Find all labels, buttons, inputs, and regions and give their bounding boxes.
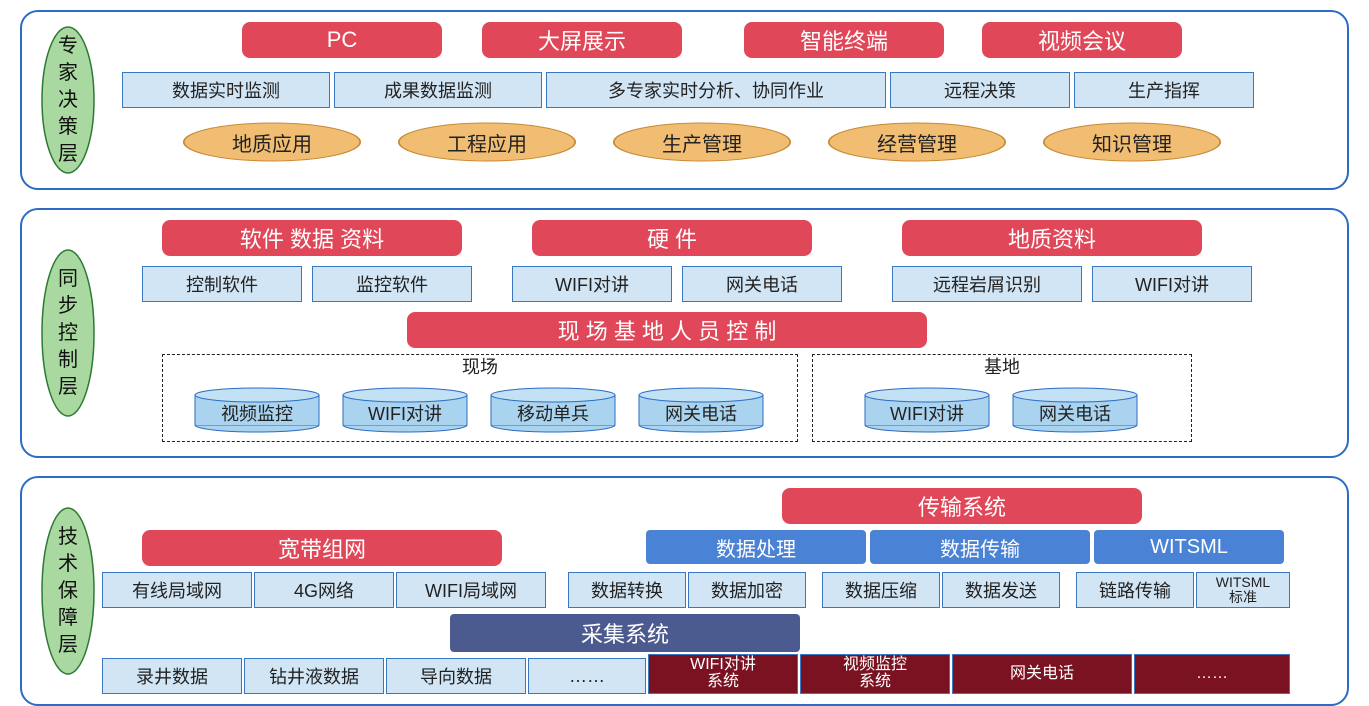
ellipse-knowledge: 知识管理 [1042,122,1222,162]
bcell-data-send: 数据发送 [942,572,1060,608]
bcell-cuttings-remote: 远程岩屑识别 [892,266,1082,302]
layer-expert: 专家决策层 PC 大屏展示 智能终端 视频会议 数据实时监测 成果数据监测 多专… [20,10,1349,190]
cyl-base-gateway: 网关电话 [1011,387,1139,433]
pill-trans-system: 传输系统 [782,488,1142,524]
navybar-collect: 采集系统 [450,614,800,652]
mcell-data-trans: 数据传输 [870,530,1090,564]
bcell-data-encrypt: 数据加密 [688,572,806,608]
bcell-wifi-intercom: WIFI对讲 [512,266,672,302]
bcell-etc1: …… [528,658,646,694]
pill-hardware-group: 硬 件 [532,220,812,256]
layer-tech-label: 技术保障层 [40,506,96,676]
bcell-result-monitor: 成果数据监测 [334,72,542,108]
pill-geo-data-group: 地质资料 [902,220,1202,256]
cyl-gateway-phone: 网关电话 [637,387,765,433]
layer-tech: 技术保障层 传输系统 宽带组网 数据处理 数据传输 WITSML 有线局域网 4… [20,476,1349,706]
bcell-remote-decision: 远程决策 [890,72,1070,108]
bcell-data-convert: 数据转换 [568,572,686,608]
layer-sync: 同步控制层 软件 数据 资料 硬 件 地质资料 控制软件 监控软件 WIFI对讲… [20,208,1349,458]
pill-pc: PC [242,22,442,58]
cyl-wifi-intercom: WIFI对讲 [341,387,469,433]
dcell-wifi-sys: WIFI对讲系统 [648,654,798,694]
bcell-data-compress: 数据压缩 [822,572,940,608]
bcell-4g: 4G网络 [254,572,394,608]
bcell-realtime-monitor: 数据实时监测 [122,72,330,108]
bcell-wired-lan: 有线局域网 [102,572,252,608]
bcell-link-transfer: 链路传输 [1076,572,1194,608]
pill-onsite-control: 现 场 基 地 人 员 控 制 [407,312,927,348]
bcell-gateway-phone: 网关电话 [682,266,842,302]
layer-sync-label: 同步控制层 [40,248,96,418]
cyl-video-monitor: 视频监控 [193,387,321,433]
bcell-wifi-lan: WIFI局域网 [396,572,546,608]
bcell-control-sw: 控制软件 [142,266,302,302]
bcell-mudlog: 录井数据 [102,658,242,694]
bcell-wifi-intercom-2: WIFI对讲 [1092,266,1252,302]
bcell-witsml-std: WITSML标准 [1196,572,1290,608]
mcell-witsml: WITSML [1094,530,1284,564]
pill-smart-terminal: 智能终端 [744,22,944,58]
pill-video-conf: 视频会议 [982,22,1182,58]
bcell-monitor-sw: 监控软件 [312,266,472,302]
pill-software-group: 软件 数据 资料 [162,220,462,256]
dashbox-site: 现场 视频监控 WIFI对讲 移动单兵 网关电话 [162,354,798,442]
ellipse-prod-mgmt: 生产管理 [612,122,792,162]
ellipse-biz-mgmt: 经营管理 [827,122,1007,162]
dashbox-base: 基地 WIFI对讲 网关电话 [812,354,1192,442]
bcell-drillfluid: 钻井液数据 [244,658,384,694]
ellipse-eng-app: 工程应用 [397,122,577,162]
mcell-data-proc: 数据处理 [646,530,866,564]
bcell-production-cmd: 生产指挥 [1074,72,1254,108]
ellipse-geo-app: 地质应用 [182,122,362,162]
pill-bigscreen: 大屏展示 [482,22,682,58]
bcell-steering: 导向数据 [386,658,526,694]
dcell-video-sys: 视频监控系统 [800,654,950,694]
pill-broadband: 宽带组网 [142,530,502,566]
bcell-expert-analysis: 多专家实时分析、协同作业 [546,72,886,108]
dcell-etc2: …… [1134,654,1290,694]
cyl-mobile-soldier: 移动单兵 [489,387,617,433]
architecture-diagram: 专家决策层 PC 大屏展示 智能终端 视频会议 数据实时监测 成果数据监测 多专… [0,0,1369,703]
layer-expert-label: 专家决策层 [40,25,96,175]
cyl-base-wifi: WIFI对讲 [863,387,991,433]
dcell-gw-phone: 网关电话 [952,654,1132,694]
